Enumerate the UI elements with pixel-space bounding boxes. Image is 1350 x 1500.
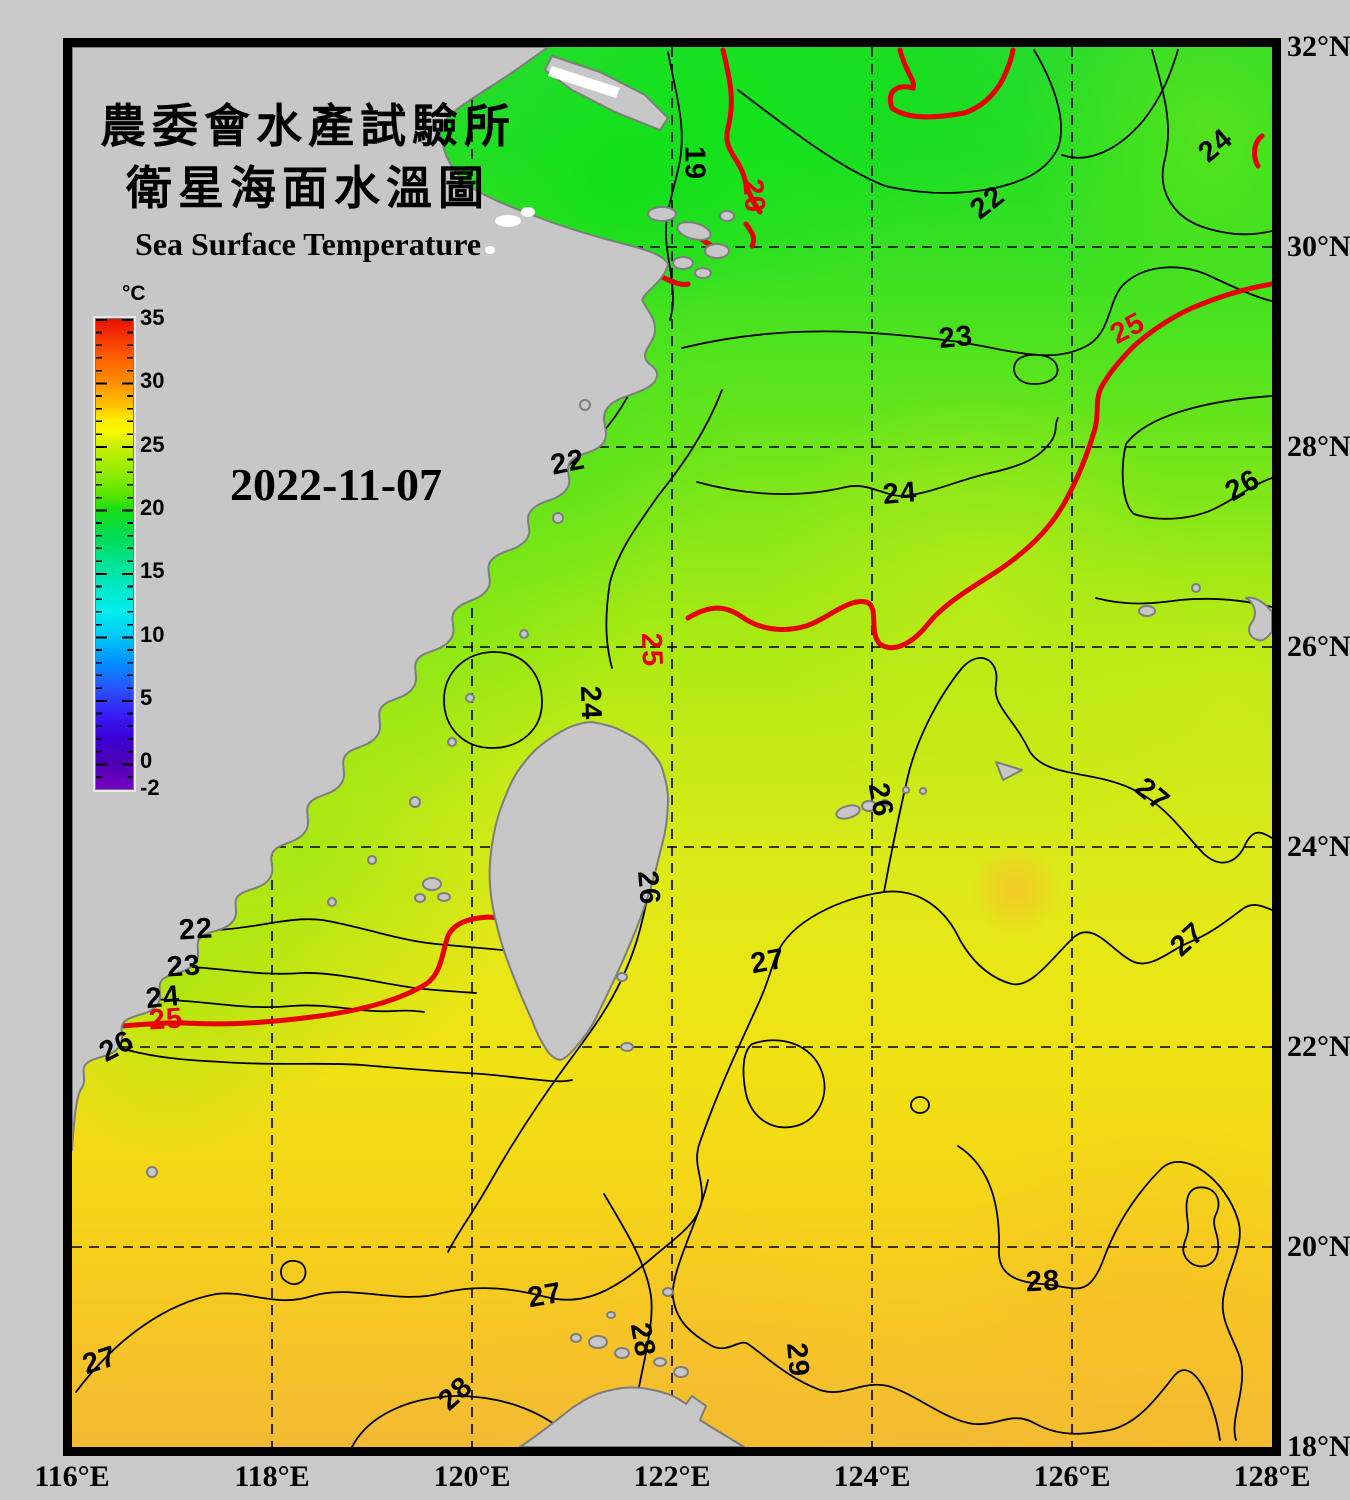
colorbar-ticks-left [96, 319, 107, 789]
contour-label-22: 22 [177, 912, 215, 947]
china-coast [72, 47, 669, 1151]
contour-label-27: 27 [525, 1276, 565, 1315]
y-tick-32°N: 32°N [1287, 30, 1350, 63]
title-chinese-line2: 衛星海面水溫圖 [126, 163, 490, 214]
y-tick-28°N: 28°N [1287, 430, 1350, 463]
luzon-island [519, 1386, 745, 1447]
contour-label-25: 25 [147, 1002, 185, 1037]
land-masses [72, 47, 1272, 1447]
y-tick-20°N: 20°N [1287, 1230, 1350, 1263]
title-chinese-line1: 農委會水產試驗所 [100, 101, 516, 152]
contour-label-22: 22 [547, 443, 588, 482]
colorbar-tick-label-30: 30 [140, 368, 165, 393]
contour-label-28: 28 [1025, 1264, 1061, 1299]
contour-label-23: 23 [165, 949, 203, 984]
y-tick-24°N: 24°N [1287, 830, 1350, 863]
contour-label-23: 23 [937, 319, 975, 356]
red-isotherm-contours [72, 47, 1272, 1031]
x-tick-120°E: 120°E [433, 1460, 511, 1493]
penghu-islands [414, 877, 451, 903]
date-label: 2022-11-07 [229, 459, 443, 510]
contour-label-29: 29 [780, 1341, 815, 1379]
y-tick-26°N: 26°N [1287, 630, 1350, 663]
contour-label-19: 19 [678, 145, 711, 181]
x-tick-122°E: 122°E [633, 1460, 711, 1493]
colorbar-tick-label-15: 15 [140, 558, 165, 583]
x-tick-124°E: 124°E [833, 1460, 911, 1493]
contour-label-25: 25 [634, 632, 669, 668]
colorbar-tick-label-25: 25 [140, 432, 165, 457]
colorbar-tick-label-10: 10 [140, 622, 165, 647]
colorbar [93, 316, 136, 792]
no-data-patches [485, 66, 620, 254]
ryukyu-islands [835, 583, 1272, 820]
colorbar-tick-label-20: 20 [140, 495, 165, 520]
map-border [63, 38, 1281, 1456]
babuyan-islands [570, 1287, 689, 1378]
contour-label-20: 20 [736, 177, 771, 215]
coastal-islets [146, 399, 591, 1178]
y-tick-30°N: 30°N [1287, 230, 1350, 263]
x-tick-116°E: 116°E [34, 1460, 110, 1493]
taiwan-island [488, 721, 669, 1061]
contour-label-24: 24 [573, 685, 608, 721]
contour-label-27: 27 [748, 942, 788, 981]
zhoushan-islands [647, 206, 735, 279]
title-english: Sea Surface Temperature [134, 226, 482, 262]
title-block: 農委會水產試驗所 衛星海面水溫圖 Sea Surface Temperature [78, 96, 538, 263]
x-tick-118°E: 118°E [234, 1460, 310, 1493]
x-tick-126°E: 126°E [1033, 1460, 1111, 1493]
colorbar-tick-label-0: 0 [140, 748, 153, 773]
colorbar-tick-label--2: -2 [140, 775, 160, 800]
contour-label-28: 28 [623, 1320, 662, 1360]
colorbar-tick-label-35: 35 [140, 305, 165, 330]
colorbar-ticks-right [122, 319, 133, 789]
y-tick-18°N: 18°N [1287, 1430, 1350, 1463]
taiwan-offshore-islets [616, 972, 634, 1052]
colorbar-tick-label-5: 5 [140, 685, 153, 710]
x-tick-128°E: 128°E [1233, 1460, 1311, 1493]
colorbar-unit-label: °C [122, 282, 146, 305]
contour-label-26: 26 [861, 780, 900, 820]
contour-label-26: 26 [631, 869, 666, 907]
y-tick-22°N: 22°N [1287, 1030, 1350, 1063]
contour-label-24: 24 [881, 476, 919, 511]
